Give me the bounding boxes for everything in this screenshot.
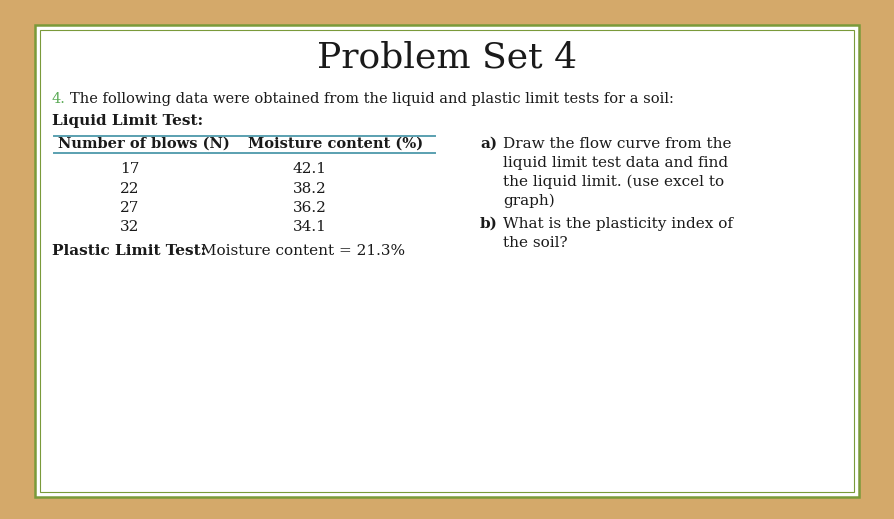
Text: the soil?: the soil?: [502, 236, 567, 250]
Text: b): b): [479, 217, 497, 231]
Text: 27: 27: [120, 201, 139, 215]
Text: liquid limit test data and find: liquid limit test data and find: [502, 156, 728, 170]
Text: What is the plasticity index of: What is the plasticity index of: [502, 217, 732, 231]
Text: 36.2: 36.2: [292, 201, 326, 215]
Text: 4.: 4.: [52, 92, 66, 106]
Text: Problem Set 4: Problem Set 4: [316, 40, 577, 74]
Text: 32: 32: [120, 220, 139, 234]
Text: the liquid limit. (use excel to: the liquid limit. (use excel to: [502, 175, 723, 189]
Text: 34.1: 34.1: [292, 220, 326, 234]
Text: graph): graph): [502, 194, 554, 208]
FancyBboxPatch shape: [35, 25, 858, 497]
Text: Moisture content = 21.3%: Moisture content = 21.3%: [196, 244, 405, 258]
Text: 17: 17: [120, 162, 139, 176]
Text: 42.1: 42.1: [292, 162, 326, 176]
Text: Draw the flow curve from the: Draw the flow curve from the: [502, 137, 730, 151]
Text: Number of blows (N): Number of blows (N): [58, 137, 230, 151]
Text: 22: 22: [120, 182, 139, 196]
Text: Plastic Limit Test:: Plastic Limit Test:: [52, 244, 206, 258]
Text: Liquid Limit Test:: Liquid Limit Test:: [52, 114, 203, 128]
Text: The following data were obtained from the liquid and plastic limit tests for a s: The following data were obtained from th…: [70, 92, 673, 106]
Text: a): a): [479, 137, 496, 151]
Text: Moisture content (%): Moisture content (%): [248, 137, 423, 151]
Text: 38.2: 38.2: [293, 182, 326, 196]
